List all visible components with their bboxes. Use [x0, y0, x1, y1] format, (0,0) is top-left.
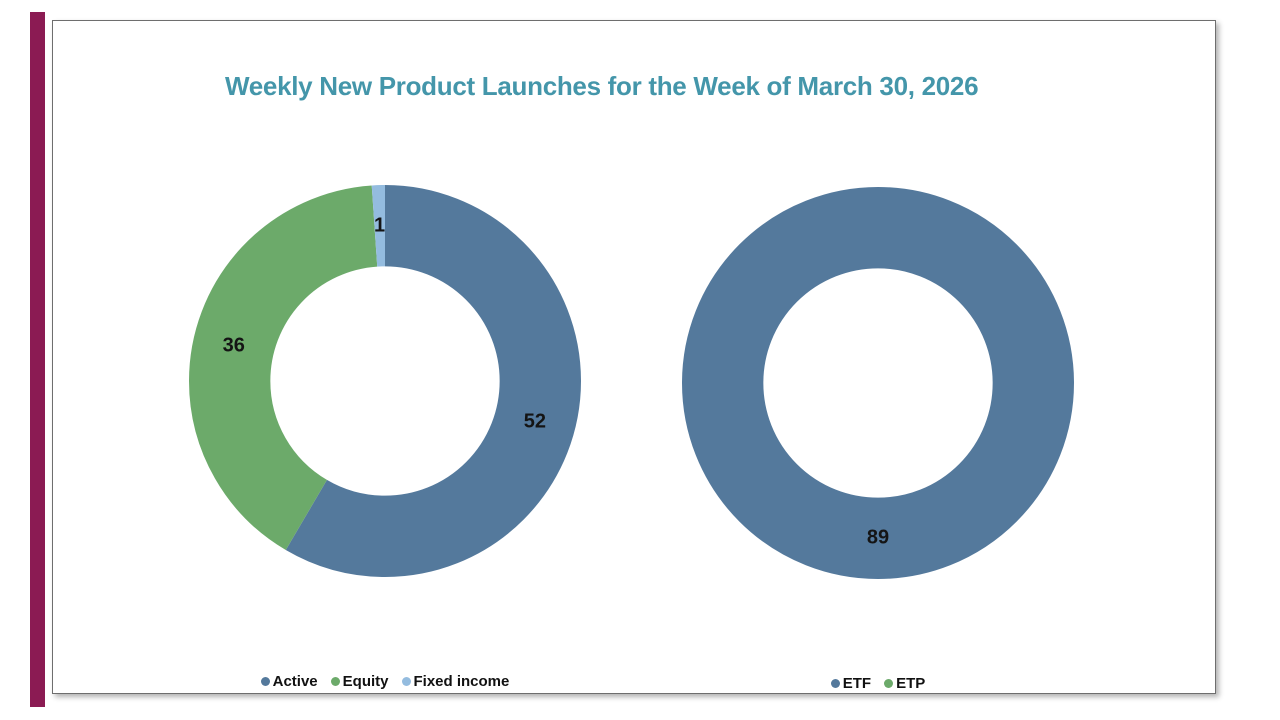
donut-segment-equity[interactable]: [189, 185, 581, 577]
donut-segment-etf[interactable]: [682, 187, 1074, 579]
legend-label: Active: [272, 673, 318, 690]
legend-item-equity[interactable]: Equity: [330, 673, 389, 690]
legend-label: Fixed income: [413, 673, 510, 690]
donut-segment-fixed-income[interactable]: [189, 185, 581, 577]
legend-strategy: Active Equity Fixed income: [189, 673, 581, 690]
slide: Weekly New Product Launches for the Week…: [52, 20, 1216, 694]
legend-wrapper: ETF ETP: [682, 675, 1074, 692]
legend-item-active[interactable]: Active: [260, 673, 318, 690]
legend-label: ETF: [842, 675, 872, 692]
donut-chart-strategy: 52 36 1 Active Equity Fixed income: [189, 185, 581, 715]
legend-item-etf[interactable]: ETF: [830, 675, 872, 692]
legend-label: Equity: [342, 673, 389, 690]
donut-chart-wrapper: 89 ETF ETP: [682, 187, 1074, 717]
legend-label: ETP: [896, 675, 926, 692]
legend-swatch-icon: [330, 677, 340, 686]
legend-swatch-icon: [830, 679, 840, 688]
donut-ring-wrapper: [682, 187, 1074, 579]
donut-ring-strategy: [189, 185, 581, 577]
legend-item-etp[interactable]: ETP: [884, 675, 925, 692]
legend-swatch-icon: [401, 677, 411, 686]
left-accent-bar: [30, 12, 45, 707]
legend-swatch-icon: [884, 679, 894, 688]
chart-title: Weekly New Product Launches for the Week…: [225, 71, 979, 101]
legend-item-fixed-income[interactable]: Fixed income: [401, 673, 510, 690]
legend-swatch-icon: [260, 677, 270, 686]
